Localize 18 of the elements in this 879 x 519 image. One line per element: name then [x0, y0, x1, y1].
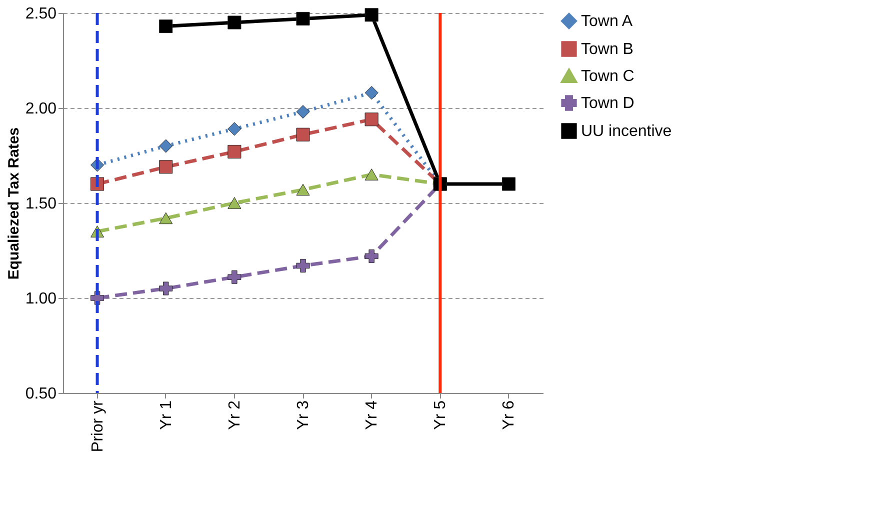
y-tick-label: 2.50 — [25, 6, 57, 22]
legend-label: Town C — [581, 68, 634, 85]
y-tick-label: 1.00 — [25, 290, 57, 308]
x-tick-label: Yr 4 — [364, 400, 381, 430]
x-tick-label: Yr 6 — [500, 400, 518, 430]
x-tick-label: Yr 5 — [432, 400, 450, 430]
y-tick-label: 1.50 — [25, 196, 57, 212]
x-tick-label: Yr 1 — [158, 400, 175, 430]
x-tick-label: Yr 2 — [226, 400, 244, 430]
x-tick-label: Yr 3 — [295, 400, 312, 430]
legend-label: Town D — [581, 95, 634, 112]
y-axis-title: Equaliezed Tax Rates — [5, 127, 22, 280]
y-tick-label: 0.50 — [25, 386, 57, 402]
legend-label: UU incentive — [581, 123, 672, 140]
legend-label: Town B — [581, 41, 634, 58]
legend-label: Town A — [581, 13, 633, 30]
x-tick-label: Prior yr — [89, 400, 106, 452]
y-tick-label: 2.00 — [25, 100, 57, 118]
